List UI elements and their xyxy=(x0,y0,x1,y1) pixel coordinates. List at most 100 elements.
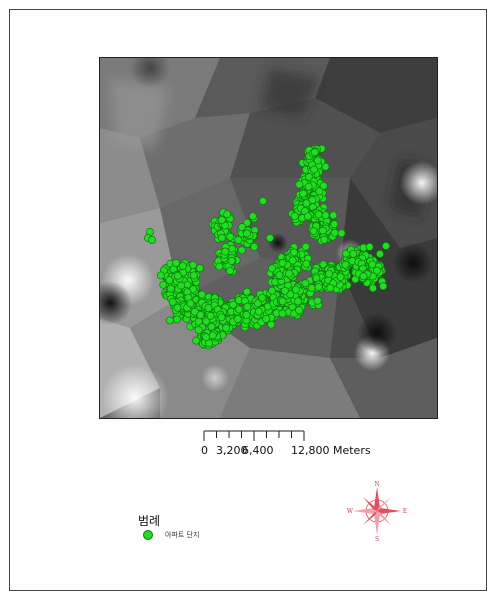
apartment-point xyxy=(301,242,310,251)
apartment-point xyxy=(313,156,322,165)
apartment-point xyxy=(226,266,235,275)
apartment-point xyxy=(376,250,384,258)
apartment-point xyxy=(215,262,224,271)
compass-rose-icon: N S E W xyxy=(347,481,407,543)
apartment-point xyxy=(288,256,297,265)
apartment-point xyxy=(173,271,182,280)
apartment-point xyxy=(237,246,246,255)
scale-tick-6400: 6,400 xyxy=(242,444,274,457)
apartment-point xyxy=(178,261,187,270)
legend-title: 범례 xyxy=(138,514,161,528)
apartment-point xyxy=(325,269,334,278)
apartment-point xyxy=(365,242,374,251)
apartment-point xyxy=(173,303,182,312)
apartment-point xyxy=(278,297,287,306)
apartment-point xyxy=(217,313,226,322)
apartment-point xyxy=(321,211,330,220)
apartment-point xyxy=(302,259,311,268)
apartment-point xyxy=(197,290,206,299)
apartment-point xyxy=(259,197,267,205)
apartment-point xyxy=(204,303,213,312)
apartment-point xyxy=(268,264,276,273)
apartment-point xyxy=(159,280,168,289)
apartment-point xyxy=(234,236,243,244)
apartment-point xyxy=(242,310,251,319)
apartment-point xyxy=(278,259,287,268)
apartment-point xyxy=(156,271,165,280)
apartment-point xyxy=(307,284,316,292)
apartment-point xyxy=(280,286,289,295)
apartment-point xyxy=(302,199,311,208)
apartment-point xyxy=(258,293,267,302)
apartment-point xyxy=(242,229,251,238)
apartment-point xyxy=(217,216,226,225)
apartment-point xyxy=(206,311,215,320)
apartment-point xyxy=(202,317,211,326)
apartment-point xyxy=(233,315,242,323)
apartment-point xyxy=(299,189,308,198)
apartment-point xyxy=(186,299,195,308)
apartment-point xyxy=(192,336,201,345)
scale-tick-3200: 3,200 xyxy=(216,444,248,457)
apartment-point xyxy=(202,333,211,342)
apartment-point xyxy=(349,249,358,258)
apartment-point xyxy=(314,283,323,292)
apartment-point xyxy=(341,260,350,269)
scale-bar xyxy=(196,428,376,458)
compass-s: S xyxy=(375,536,379,541)
apartment-point xyxy=(291,285,300,294)
apartment-point xyxy=(368,260,377,269)
apartment-point xyxy=(304,182,313,191)
scale-bar-labels: 0 3,200 6,400 12,800 Meters xyxy=(198,444,388,458)
apartment-point xyxy=(226,232,235,241)
apartment-point xyxy=(290,212,299,221)
apartment-point xyxy=(243,302,252,311)
apartment-point xyxy=(254,307,263,316)
apartment-point xyxy=(248,212,257,221)
apartment-point xyxy=(222,324,231,332)
apartment-point xyxy=(168,297,177,306)
apartment-point xyxy=(177,281,186,290)
apartment-point xyxy=(253,299,262,308)
apartment-point xyxy=(301,279,310,288)
apartment-point xyxy=(243,218,252,227)
apartment-point xyxy=(326,283,335,292)
apartment-point xyxy=(294,297,302,306)
apartment-point xyxy=(336,272,345,281)
layout-page-frame xyxy=(9,9,487,591)
apartment-point xyxy=(195,264,204,273)
apartment-point xyxy=(242,287,251,296)
apartment-point xyxy=(223,210,232,219)
apartment-point xyxy=(337,229,346,238)
apartment-point xyxy=(266,234,274,242)
apartment-point xyxy=(189,261,197,270)
green-circle-icon xyxy=(143,530,153,540)
apartment-point xyxy=(310,165,319,174)
apartment-point xyxy=(303,212,312,221)
apartment-point xyxy=(227,257,236,265)
apartment-point xyxy=(290,248,298,257)
apartment-point xyxy=(234,305,243,314)
apartment-point xyxy=(189,271,198,280)
apartment-point xyxy=(250,242,259,251)
compass-e: E xyxy=(403,508,407,515)
apartment-point xyxy=(359,272,368,281)
apartment-point xyxy=(194,326,203,335)
legend-item-label: 아파트 단지 xyxy=(165,531,200,539)
apartment-point xyxy=(382,242,390,250)
apartment-point xyxy=(309,227,318,236)
apartment-point xyxy=(275,271,284,280)
apartment-point xyxy=(172,315,181,324)
apartment-point xyxy=(172,259,180,267)
apartment-point xyxy=(313,296,322,305)
compass-w: W xyxy=(347,508,354,515)
compass-n: N xyxy=(374,481,379,488)
apartment-point xyxy=(369,284,377,293)
apartment-point xyxy=(329,211,338,220)
apartment-point xyxy=(320,235,329,244)
apartment-point xyxy=(217,233,226,242)
apartment-point xyxy=(285,269,294,278)
apartment-point xyxy=(278,309,287,318)
apartment-point xyxy=(305,173,313,182)
apartment-point xyxy=(221,247,230,256)
